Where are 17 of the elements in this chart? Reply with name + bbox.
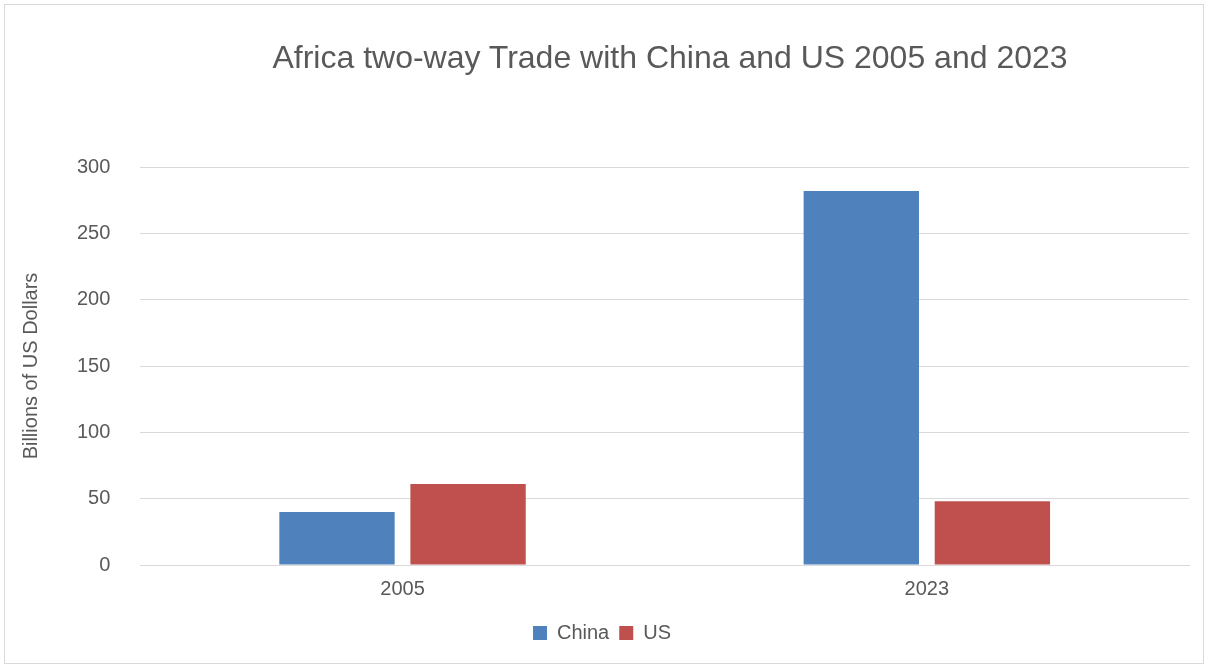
legend-label: China bbox=[556, 620, 611, 643]
bar bbox=[803, 190, 919, 565]
chart-title: Africa two-way Trade with China and US 2005 and 2023 bbox=[272, 38, 1068, 77]
y-tick-label: 0 bbox=[99, 552, 111, 575]
y-tick-label: 250 bbox=[76, 220, 111, 243]
bar bbox=[279, 511, 395, 565]
x-tick-label: 2005 bbox=[380, 576, 425, 599]
y-tick-label: 100 bbox=[76, 419, 111, 442]
y-tick-label: 50 bbox=[88, 486, 111, 509]
legend-label: US bbox=[643, 620, 672, 643]
y-axis-title: Billions of US Dollars bbox=[18, 272, 41, 460]
bar bbox=[410, 484, 526, 565]
y-tick-label: 300 bbox=[76, 154, 111, 177]
bar bbox=[934, 501, 1051, 565]
y-tick-label: 200 bbox=[76, 287, 111, 310]
x-tick-label: 2023 bbox=[904, 576, 950, 599]
y-tick-label: 150 bbox=[76, 353, 111, 376]
